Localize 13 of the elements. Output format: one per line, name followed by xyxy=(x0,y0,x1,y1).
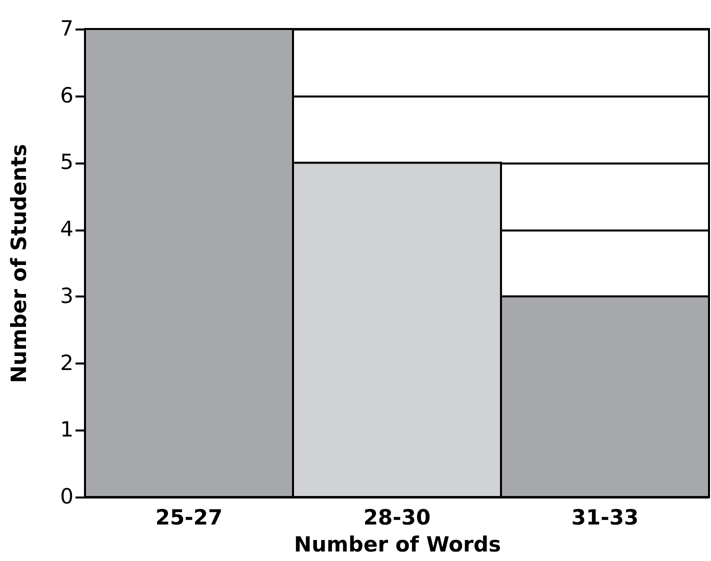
x-axis-title: Number of Words xyxy=(294,532,501,556)
y-tick-label: 0 xyxy=(60,484,74,508)
y-tick-label: 3 xyxy=(60,284,74,308)
y-tick-label: 5 xyxy=(60,150,74,174)
y-tick-label: 6 xyxy=(60,83,74,108)
x-tick-label: 31-33 xyxy=(571,506,639,530)
y-tick-label: 7 xyxy=(60,16,74,40)
y-tick-label: 1 xyxy=(60,418,74,442)
x-tick-label: 28-30 xyxy=(363,506,431,530)
x-tick-label: 25-27 xyxy=(155,506,223,530)
y-axis-title: Number of Students xyxy=(7,144,32,384)
y-tick-label: 2 xyxy=(60,350,74,375)
y-tick-label: 4 xyxy=(60,217,74,242)
